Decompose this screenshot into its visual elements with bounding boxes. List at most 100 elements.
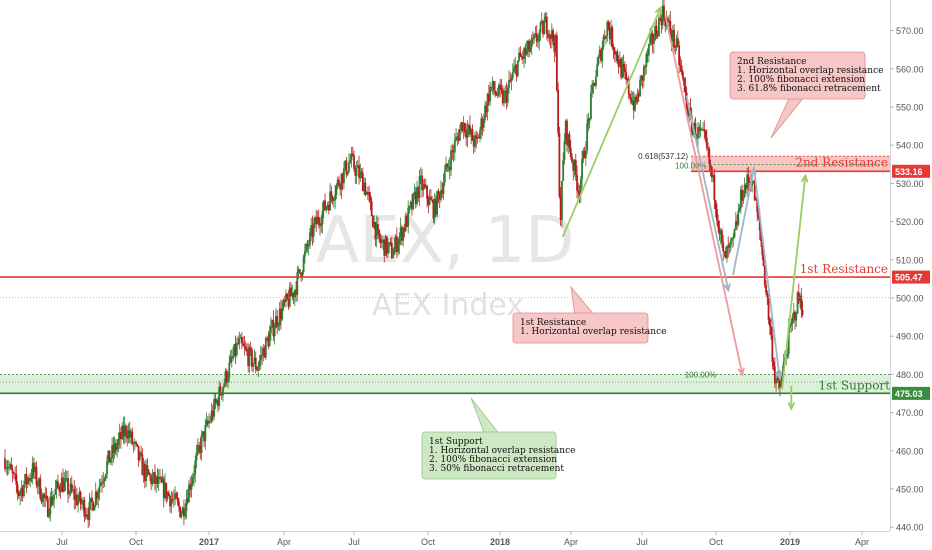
- candle-body: [734, 221, 737, 230]
- candle-body: [593, 82, 596, 86]
- arrow-extension-up-head: [800, 173, 809, 183]
- candle-body: [196, 445, 199, 453]
- candle-body: [244, 346, 247, 350]
- candle-body: [170, 499, 173, 507]
- candle-body: [305, 244, 308, 252]
- candle-body: [275, 316, 277, 329]
- time-axis[interactable]: Jul Oct 2017 Apr Jul Oct 2018 Apr Jul Oct 2019 Apr: [0, 531, 932, 550]
- note-resistance-1-cover: [514, 335, 647, 341]
- candle-body: [533, 34, 536, 39]
- candle-body: [11, 469, 14, 474]
- candle-body: [290, 287, 292, 297]
- candle-body: [700, 128, 703, 130]
- candle-body: [14, 473, 16, 475]
- candle-body: [627, 78, 630, 95]
- candle-body: [637, 93, 640, 97]
- candle-body: [303, 251, 306, 257]
- candle-body: [789, 325, 791, 328]
- candle-body: [238, 338, 241, 344]
- candle-body: [801, 310, 804, 315]
- candle-body: [404, 215, 407, 232]
- note-support-line: 3. 50% fibonacci retracement: [429, 464, 564, 474]
- candle-body: [641, 75, 644, 81]
- candle-body: [739, 189, 742, 209]
- candle-body: [141, 454, 144, 476]
- time-tick-label: Jul: [636, 537, 648, 547]
- candle-body: [266, 337, 268, 339]
- candle-body: [704, 130, 707, 138]
- candle-body: [6, 467, 9, 469]
- candle-body: [611, 27, 614, 48]
- candle-body: [485, 105, 488, 113]
- candle-body: [694, 122, 697, 139]
- candle-body: [661, 5, 664, 26]
- resistance-1-label: 1st Resistance: [800, 262, 888, 276]
- candle-body: [301, 272, 304, 277]
- candle-body: [212, 410, 214, 417]
- time-tick-label: 2019: [780, 537, 800, 547]
- candle-body: [351, 153, 354, 156]
- support-zone: [0, 374, 890, 394]
- candle-body: [486, 93, 489, 113]
- candle-body: [692, 129, 694, 136]
- candle-body: [514, 65, 517, 68]
- candle-body: [503, 93, 505, 104]
- candle-body: [476, 136, 479, 139]
- candle-body: [209, 420, 212, 422]
- candle-body: [161, 478, 164, 483]
- candle-body: [92, 501, 95, 511]
- candle-body: [770, 326, 772, 336]
- candle-body: [223, 383, 226, 388]
- candle-body: [447, 166, 450, 168]
- candle-body: [253, 357, 256, 364]
- candle-body: [683, 78, 686, 86]
- candle-body: [702, 129, 704, 130]
- time-tick-label: Apr: [855, 537, 869, 547]
- candle-body: [373, 222, 376, 228]
- candle-body: [612, 47, 615, 51]
- candle-body: [588, 118, 591, 120]
- candle-body: [791, 316, 794, 324]
- candle-body: [35, 466, 38, 485]
- candle-body: [33, 462, 35, 473]
- candle-body: [427, 198, 430, 205]
- candle-body: [67, 478, 69, 495]
- candle-body: [19, 492, 22, 496]
- candle-body: [726, 246, 728, 259]
- candle-body: [540, 20, 543, 23]
- candle-body: [671, 30, 674, 42]
- candle-body: [469, 125, 471, 135]
- price-axis[interactable]: 440.00 450.00 460.00 470.00 480.00 490.00 500.…: [890, 0, 932, 550]
- candle-body: [46, 498, 49, 517]
- candle-body: [629, 94, 631, 98]
- candle-body: [296, 272, 299, 295]
- arrow-retrace-1-head: [723, 283, 731, 293]
- candle-body: [419, 175, 422, 177]
- candle-body: [387, 244, 389, 254]
- candle-body: [194, 460, 197, 475]
- candle-body: [358, 165, 360, 179]
- candle-body: [104, 474, 107, 479]
- candle-body: [542, 20, 544, 35]
- candle-body: [406, 215, 408, 227]
- candle-body: [453, 140, 456, 153]
- candle-body: [779, 379, 781, 388]
- candle-body: [120, 432, 122, 440]
- candle-body: [125, 425, 127, 435]
- candle-body: [380, 241, 383, 243]
- candle-body: [516, 60, 519, 77]
- arrow-extension-down-shaft: [664, 15, 744, 375]
- candle-body: [247, 351, 250, 366]
- candle-body: [332, 200, 335, 202]
- candle-body: [448, 166, 451, 171]
- candle-body: [335, 184, 338, 196]
- price-tick-label: 490.00: [896, 332, 924, 342]
- candle-body: [282, 299, 285, 308]
- candle-body: [58, 485, 61, 491]
- candle-body: [36, 484, 39, 487]
- candle-body: [452, 151, 455, 153]
- note-support-cover: [423, 471, 555, 477]
- candle-body: [674, 47, 677, 48]
- candle-body: [136, 443, 139, 446]
